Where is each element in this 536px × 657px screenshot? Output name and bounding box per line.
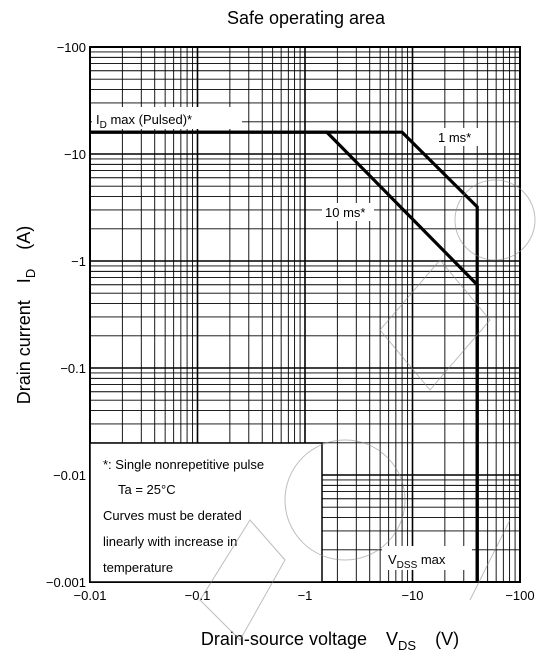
tick-labels: −0.01 −0.1 −1 −10 −100−100−10−1−0.1−0.01−0.0…	[46, 40, 535, 603]
x-axis-label: Drain-source voltage VDS (V)	[201, 629, 459, 654]
x-tick-label: −0.01	[74, 588, 107, 603]
x-axis-label-text: Drain-source voltage	[201, 629, 367, 649]
y-tick-label: −1	[71, 254, 86, 269]
vdss-label-bg	[382, 546, 472, 570]
svg-text:Drain current ID (: Drain current ID (A)	[14, 226, 39, 404]
vdss-subscript: DSS	[397, 560, 418, 571]
x-axis-label-unit: (V)	[435, 629, 459, 649]
y-tick-label: −0.001	[46, 575, 86, 590]
ten-ms-label-bg	[322, 203, 374, 221]
note-line-5: temperature	[103, 560, 173, 575]
note-line-2: Ta = 25°C	[118, 482, 176, 497]
ten-ms-label: 10 ms*	[325, 205, 365, 220]
id-max-text: max (Pulsed)*	[107, 112, 192, 127]
y-tick-label: −0.1	[60, 361, 86, 376]
vdss-label: VDSS max	[388, 552, 446, 571]
chart-title: Safe operating area	[227, 8, 386, 28]
y-axis-label-text: Drain current	[14, 300, 34, 404]
y-axis-label: Drain current ID (A)	[14, 226, 39, 404]
soa-curve-10-ms	[90, 130, 479, 582]
vdss-text: max	[417, 552, 446, 567]
vdss-symbol: V	[388, 552, 397, 567]
x-tick-label: −100	[505, 588, 534, 603]
note-line-1: *: Single nonrepetitive pulse	[103, 457, 264, 472]
id-max-symbol: I	[96, 112, 100, 127]
y-axis-label-unit: (A)	[14, 226, 34, 250]
y-axis-label-subscript: D	[23, 269, 38, 278]
x-axis-label-symbol: V	[386, 629, 398, 649]
x-tick-label: −10	[401, 588, 423, 603]
one-ms-label: 1 ms*	[438, 130, 471, 145]
soa-curves	[90, 130, 479, 582]
y-axis-label-symbol: I	[14, 278, 34, 283]
watermark	[199, 179, 536, 641]
y-tick-label: −100	[57, 40, 86, 55]
id-max-label-bg	[92, 107, 242, 129]
x-axis-label-subscript: DS	[398, 638, 416, 653]
y-tick-label: −10	[64, 147, 86, 162]
id-max-label: ID max (Pulsed)*	[96, 112, 192, 131]
id-max-subscript: D	[100, 120, 107, 131]
note-line-4: linearly with increase in	[103, 534, 237, 549]
one-ms-label-bg	[432, 128, 484, 146]
y-tick-label: −0.01	[53, 468, 86, 483]
x-tick-label: −1	[298, 588, 313, 603]
note-line-3: Curves must be derated	[103, 508, 242, 523]
x-tick-label: −0.1	[185, 588, 211, 603]
